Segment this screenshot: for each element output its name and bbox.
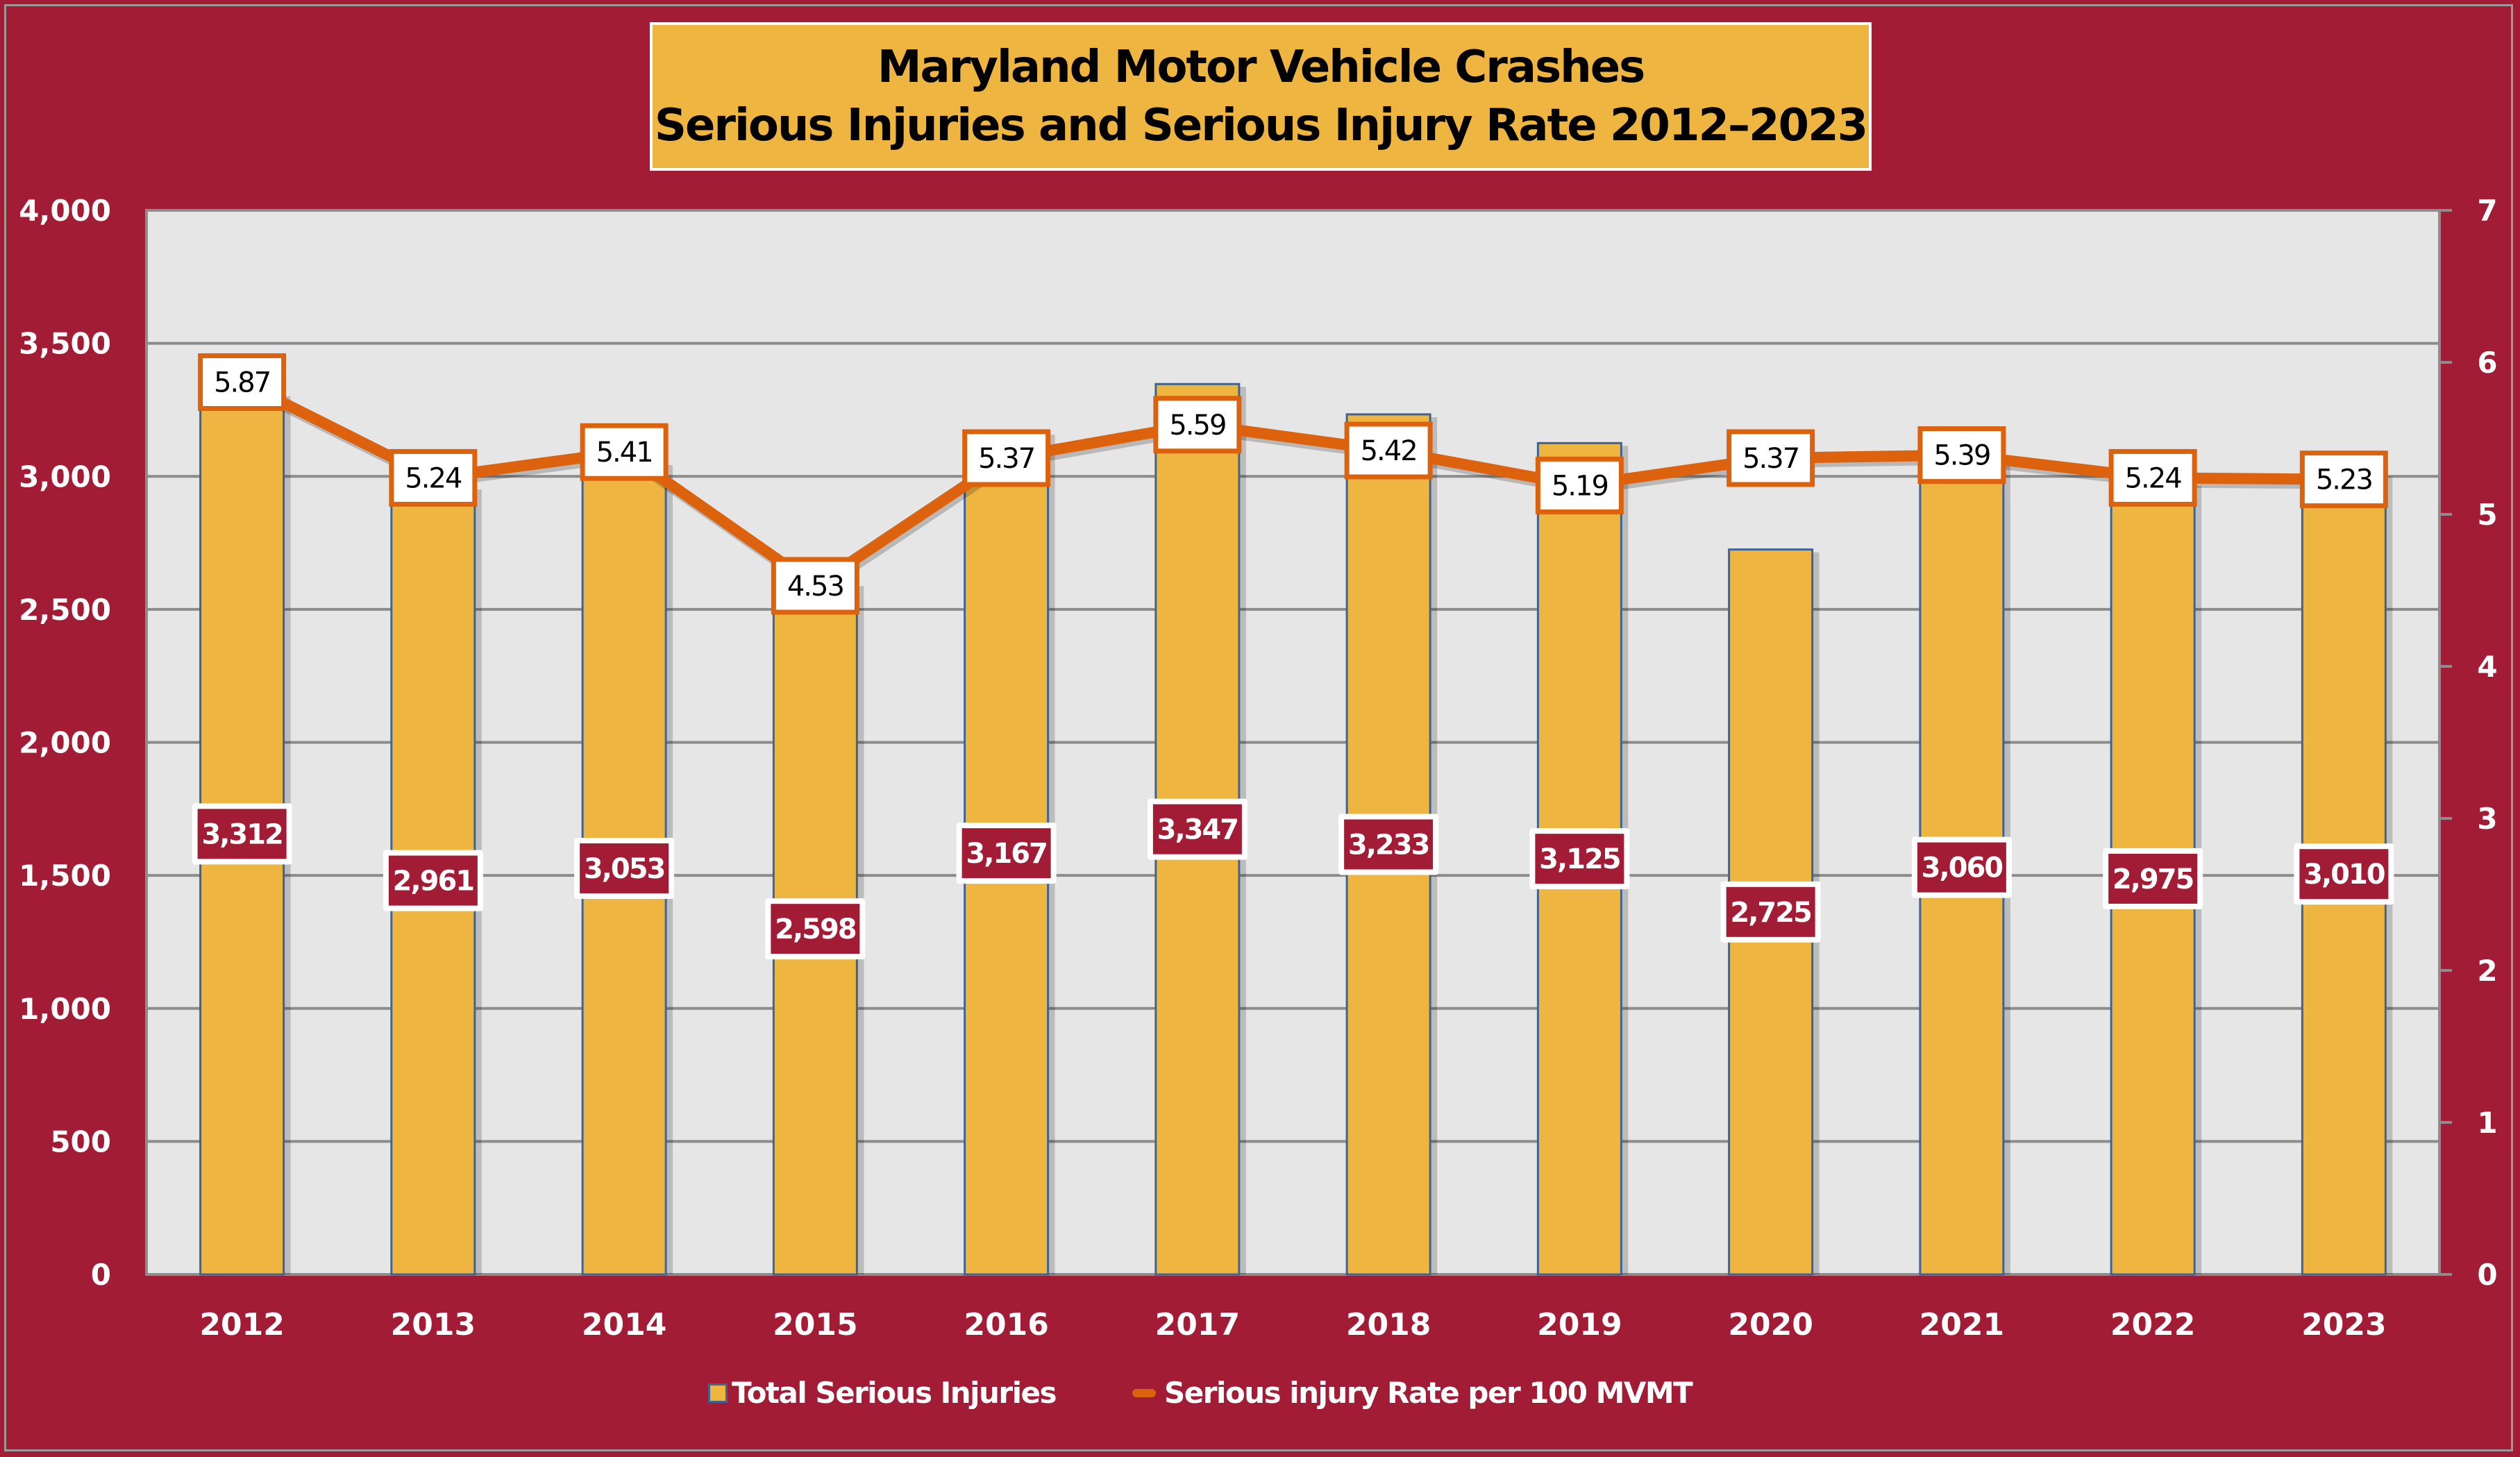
bar-label-box bbox=[771, 904, 860, 954]
bar-data-label: 3,347 bbox=[1157, 814, 1238, 846]
rate-label-box bbox=[198, 353, 287, 411]
chart-title-box: Maryland Motor Vehicle Crashes Serious I… bbox=[650, 22, 1872, 171]
x-tick-label: 2012 bbox=[199, 1307, 284, 1342]
rate-label-box bbox=[2299, 450, 2388, 509]
right-tick-label: 7 bbox=[2477, 194, 2497, 228]
x-axis: 2012 2013 2014 2015 2016 2017 2018 2019 2020 2021… bbox=[199, 1307, 2386, 1342]
chart-subtitle: Serious Injuries and Serious Injury Rate… bbox=[654, 100, 1868, 151]
rate-data-label: 4.53 bbox=[787, 571, 843, 603]
rate-data-labels: 5.87 5.24 5.41 4.53 5.37 5.59 5.42 5.19 5.37 5.39… bbox=[198, 353, 2388, 615]
rate-label-box bbox=[1535, 456, 1624, 514]
right-tick-label: 5 bbox=[2477, 498, 2497, 532]
left-tick-label: 500 bbox=[50, 1125, 111, 1159]
bar-label-box bbox=[1726, 886, 1815, 937]
x-tick-label: 2018 bbox=[1346, 1307, 1431, 1342]
bar-label-box bbox=[388, 855, 478, 906]
bar-data-label: 2,975 bbox=[2112, 864, 2194, 895]
legend-item-injuries[interactable]: Total Serious Injuries bbox=[708, 1376, 1057, 1410]
bar-data-label: 3,010 bbox=[2303, 859, 2385, 891]
rate-data-label: 5.24 bbox=[405, 462, 462, 494]
bar-label-box bbox=[961, 828, 1051, 879]
rate-data-label: 5.37 bbox=[1742, 443, 1799, 475]
x-tick-label: 2019 bbox=[1537, 1307, 1622, 1342]
right-tick-label: 6 bbox=[2477, 346, 2497, 380]
legend-label: Serious injury Rate per 100 MVMT bbox=[1164, 1376, 1693, 1410]
bar-label-box bbox=[2299, 849, 2389, 900]
bar-label-box bbox=[197, 809, 287, 859]
chart-frame bbox=[4, 4, 2513, 1451]
rate-label-box bbox=[962, 429, 1051, 487]
legend-bar-swatch-icon bbox=[708, 1383, 728, 1403]
bar-data-label: 3,233 bbox=[1348, 829, 1429, 861]
bar-label-box bbox=[1344, 819, 1434, 870]
left-tick-label: 1,000 bbox=[19, 992, 111, 1026]
right-tick-label: 3 bbox=[2477, 802, 2497, 836]
left-tick-label: 1,500 bbox=[19, 859, 111, 893]
bar-label-box bbox=[580, 843, 669, 893]
left-tick-label: 4,000 bbox=[19, 194, 111, 228]
bar-data-label: 2,598 bbox=[775, 913, 856, 945]
x-tick-label: 2015 bbox=[773, 1307, 857, 1342]
rate-data-label: 5.59 bbox=[1169, 410, 1225, 441]
rate-data-label: 5.19 bbox=[1552, 470, 1608, 502]
bar-data-label: 2,961 bbox=[393, 866, 474, 898]
bar-data-label: 2,725 bbox=[1730, 897, 1811, 929]
bar-data-label: 3,125 bbox=[1539, 843, 1620, 875]
rate-data-label: 5.23 bbox=[2316, 464, 2372, 496]
right-tick-label: 1 bbox=[2477, 1106, 2497, 1140]
chart-title: Maryland Motor Vehicle Crashes bbox=[877, 42, 1645, 93]
x-tick-label: 2017 bbox=[1155, 1307, 1240, 1342]
right-axis: 0 1 2 3 4 5 6 7 bbox=[2438, 194, 2498, 1292]
x-tick-label: 2022 bbox=[2110, 1307, 2195, 1342]
rate-data-label: 5.42 bbox=[1361, 435, 1417, 467]
rate-label-box bbox=[389, 448, 478, 507]
right-tick-label: 4 bbox=[2477, 650, 2497, 684]
x-tick-label: 2014 bbox=[582, 1307, 666, 1342]
rate-data-label: 5.37 bbox=[978, 443, 1034, 475]
bar-label-box bbox=[1152, 804, 1242, 854]
bar-data-label: 3,053 bbox=[584, 853, 665, 885]
rate-data-label: 5.87 bbox=[214, 367, 270, 398]
rate-data-label: 5.39 bbox=[1933, 440, 1990, 472]
bar-data-label: 3,167 bbox=[966, 838, 1047, 870]
bar-data-label: 3,060 bbox=[1922, 852, 2003, 884]
rate-label-box bbox=[771, 557, 859, 615]
x-tick-label: 2013 bbox=[391, 1307, 476, 1342]
rate-label-box bbox=[1344, 421, 1433, 480]
left-tick-label: 2,500 bbox=[19, 593, 111, 627]
left-tick-label: 3,500 bbox=[19, 327, 111, 361]
rate-label-box bbox=[2108, 448, 2197, 507]
x-tick-label: 2023 bbox=[2301, 1307, 2386, 1342]
right-tick-label: 2 bbox=[2477, 954, 2497, 988]
rate-label-box bbox=[580, 423, 669, 481]
rate-label-box bbox=[1727, 429, 1815, 487]
bar-label-box bbox=[2108, 853, 2198, 904]
left-tick-label: 3,000 bbox=[19, 460, 111, 494]
bar-data-labels: 3,312 2,961 3,053 2,598 3,167 3,347 3,233 3,125… bbox=[192, 798, 2394, 960]
left-tick-label: 0 bbox=[91, 1258, 111, 1292]
x-tick-label: 2020 bbox=[1728, 1307, 1813, 1342]
x-tick-label: 2021 bbox=[1920, 1307, 2004, 1342]
legend-item-rate[interactable]: Serious injury Rate per 100 MVMT bbox=[1132, 1376, 1693, 1410]
rate-data-label: 5.41 bbox=[596, 437, 653, 469]
x-tick-label: 2016 bbox=[964, 1307, 1048, 1342]
left-axis: 0 500 1,000 1,500 2,000 2,500 3,000 3,500 4,000 bbox=[19, 194, 111, 1292]
gridlines bbox=[146, 342, 2439, 1143]
bar-label-box bbox=[1917, 842, 2006, 893]
right-tick-label: 0 bbox=[2477, 1258, 2497, 1292]
rate-label-box bbox=[1917, 426, 2006, 485]
rate-data-label: 5.24 bbox=[2125, 462, 2182, 494]
left-tick-label: 2,000 bbox=[19, 726, 111, 760]
bar-data-label: 3,312 bbox=[201, 818, 283, 850]
rate-label-box bbox=[1153, 396, 1242, 454]
legend-label: Total Serious Injuries bbox=[732, 1376, 1057, 1410]
bar-label-box bbox=[1535, 834, 1624, 884]
legend: Total Serious Injuries Serious injury Ra… bbox=[708, 1376, 1693, 1410]
legend-line-swatch-icon bbox=[1132, 1388, 1157, 1397]
